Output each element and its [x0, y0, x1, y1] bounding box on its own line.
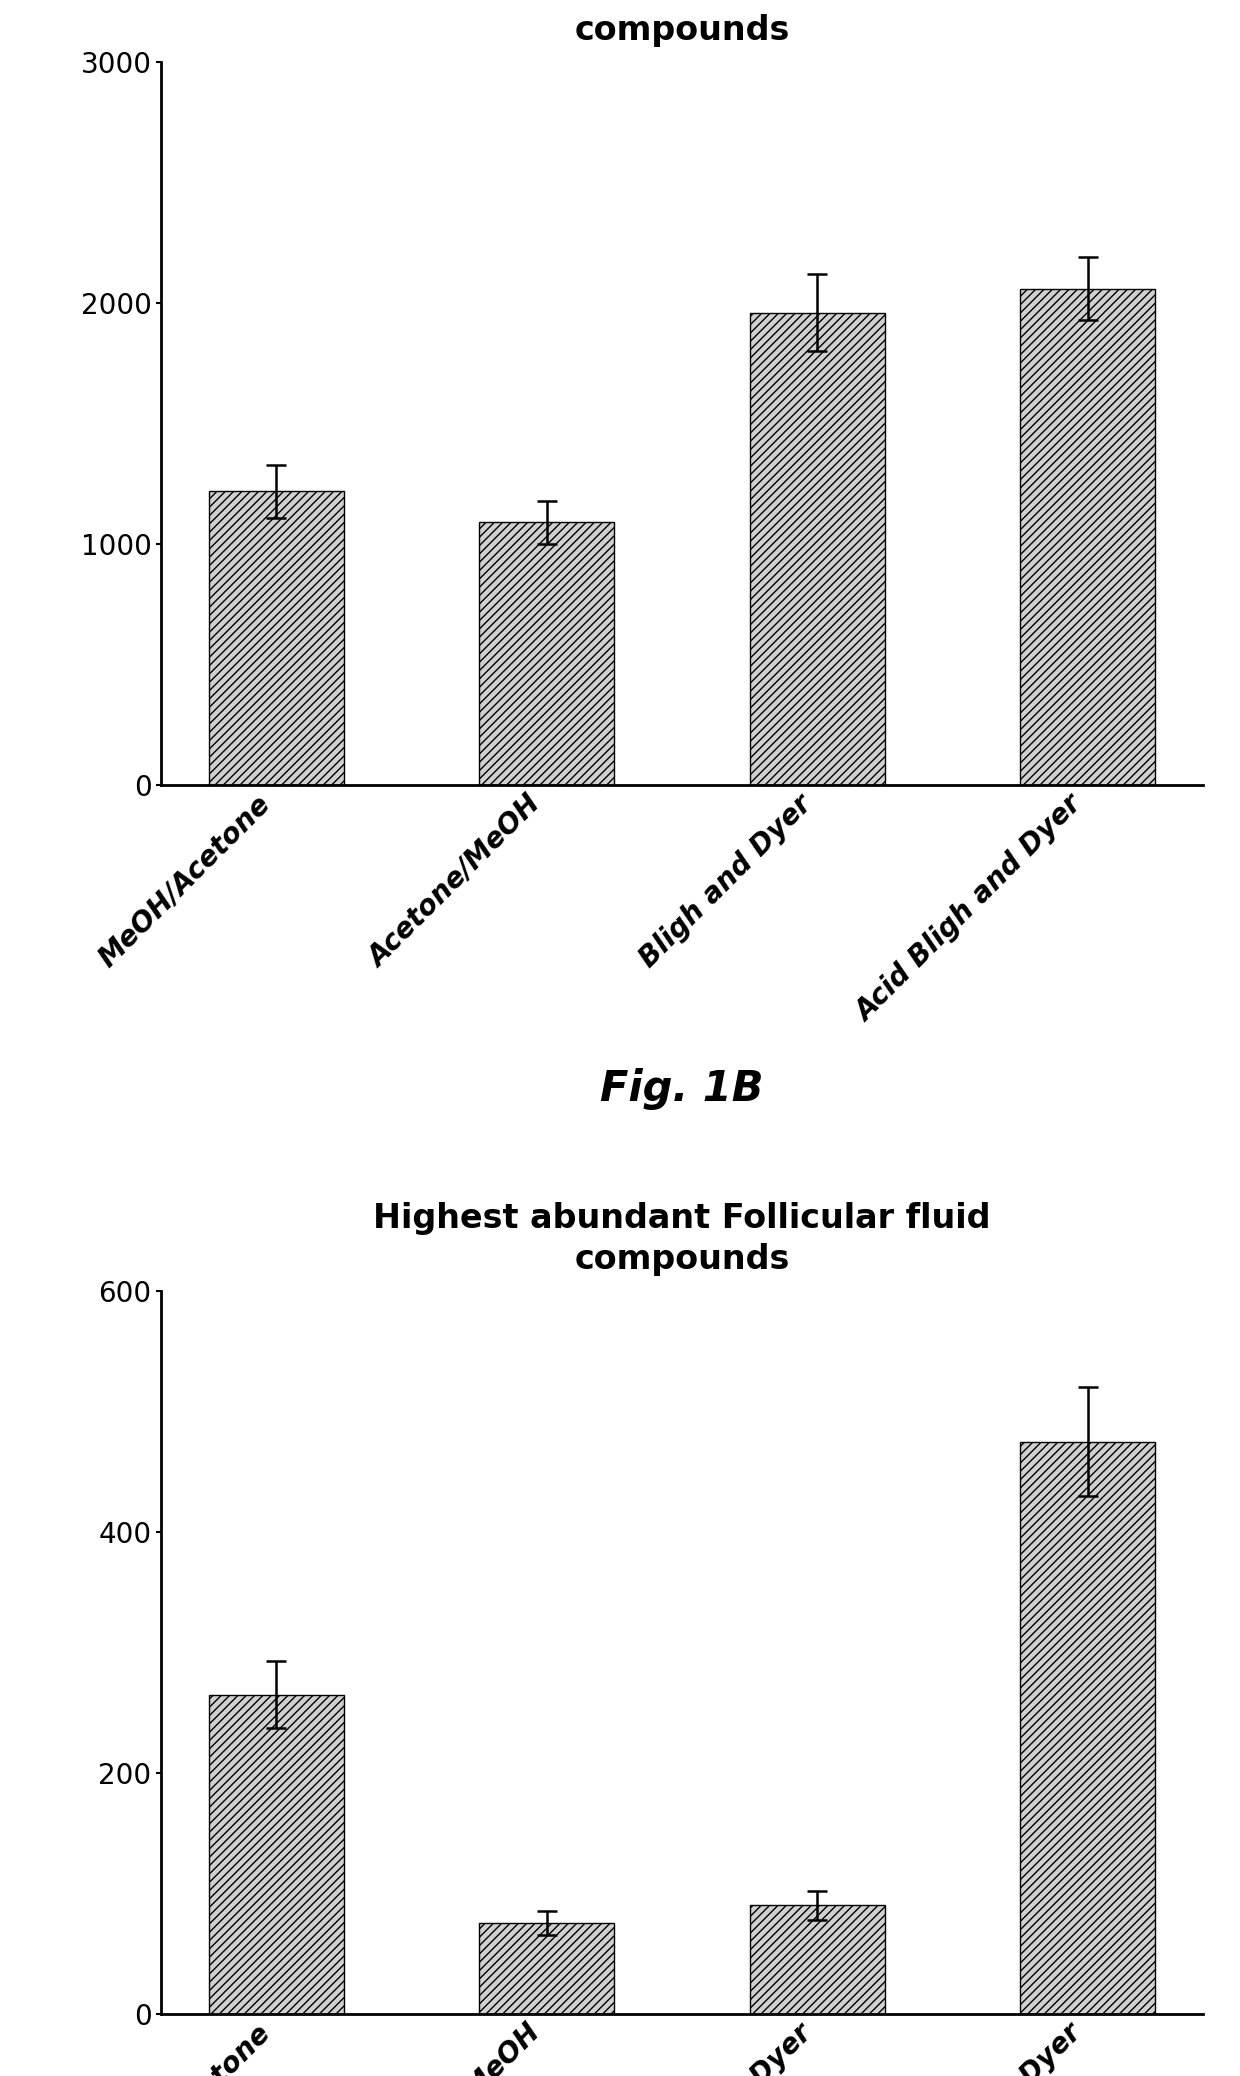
Bar	[208, 492, 343, 785]
Title: Total number of all Follicular fluid
compounds: Total number of all Follicular fluid com…	[365, 0, 999, 48]
Bar	[208, 1694, 343, 2014]
Bar	[1021, 1441, 1156, 2014]
Bar	[1021, 289, 1156, 785]
Title: Highest abundant Follicular fluid
compounds: Highest abundant Follicular fluid compou…	[373, 1202, 991, 1277]
Bar	[750, 313, 885, 785]
Bar	[750, 1906, 885, 2014]
Bar	[479, 523, 614, 785]
Bar	[479, 1922, 614, 2014]
Text: Fig. 1B: Fig. 1B	[600, 1067, 764, 1109]
